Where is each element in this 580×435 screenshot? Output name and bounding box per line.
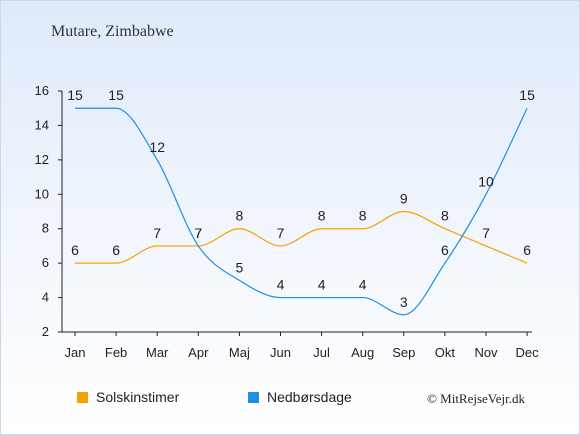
x-tick-label: Apr <box>188 345 209 360</box>
y-tick-label: 16 <box>35 83 49 98</box>
y-tick-label: 4 <box>42 290 49 305</box>
data-label-rain-days: 4 <box>277 277 285 293</box>
y-tick-label: 10 <box>35 186 49 201</box>
y-tick-label: 8 <box>42 221 49 236</box>
y-tick-label: 6 <box>42 255 49 270</box>
data-label-rain-days: 4 <box>318 277 326 293</box>
data-label-sunshine: 8 <box>441 208 449 224</box>
source-credit: © MitRejseVejr.dk <box>427 391 525 406</box>
legend-item-sunshine: Solskinstimer <box>77 389 179 405</box>
x-tick-label: Dec <box>516 345 540 360</box>
data-label-sunshine: 8 <box>318 208 326 224</box>
legend-label-rain-days: Nedbørsdage <box>267 389 352 405</box>
data-label-rain-days: 15 <box>519 87 535 103</box>
x-tick-label: Aug <box>351 345 374 360</box>
x-tick-label: Maj <box>229 345 250 360</box>
data-label-rain-days: 5 <box>236 259 244 275</box>
legend-item-rain-days: Nedbørsdage <box>248 389 352 405</box>
chart-lines <box>74 107 528 316</box>
y-tick-label: 14 <box>35 117 49 132</box>
x-tick-label: Sep <box>392 345 415 360</box>
data-label-rain-days: 7 <box>194 225 202 241</box>
data-label-rain-days: 12 <box>149 139 165 155</box>
data-label-sunshine: 6 <box>523 242 531 258</box>
x-tick-label: Okt <box>435 345 456 360</box>
data-label-sunshine: 6 <box>112 242 120 258</box>
x-tick-label: Jan <box>65 345 86 360</box>
series-line-rain-days <box>75 107 528 316</box>
data-label-rain-days: 3 <box>400 294 408 310</box>
x-tick-label: Mar <box>146 345 169 360</box>
chart-axes: 2 4 6 8 10 12 14 16 Jan Feb Mar Apr Maj Jun Jul Aug Sep O… <box>35 83 540 360</box>
x-tick-label: Jul <box>313 345 330 360</box>
data-label-rain-days: 10 <box>478 173 494 189</box>
data-label-sunshine: 8 <box>236 208 244 224</box>
y-tick-label: 2 <box>42 324 49 339</box>
data-label-sunshine: 6 <box>71 242 79 258</box>
data-label-sunshine: 7 <box>277 225 285 241</box>
x-tick-label: Feb <box>105 345 127 360</box>
legend-label-sunshine: Solskinstimer <box>96 389 180 405</box>
legend-swatch-sunshine <box>77 391 88 403</box>
data-label-rain-days: 6 <box>441 242 449 258</box>
data-label-sunshine: 7 <box>153 225 161 241</box>
x-tick-label: Jun <box>270 345 291 360</box>
data-label-sunshine: 7 <box>482 225 490 241</box>
data-label-sunshine: 7 <box>194 225 202 241</box>
x-tick-label: Nov <box>474 345 498 360</box>
data-label-sunshine: 8 <box>359 208 367 224</box>
y-tick-label: 12 <box>35 152 49 167</box>
data-label-rain-days: 4 <box>359 277 367 293</box>
chart-title: Mutare, Zimbabwe <box>51 23 174 40</box>
series-line-sunshine <box>74 210 528 264</box>
data-label-rain-days: 15 <box>108 87 124 103</box>
data-label-sunshine: 9 <box>400 191 408 207</box>
data-label-rain-days: 15 <box>67 87 83 103</box>
legend-swatch-rain-days <box>248 391 259 403</box>
